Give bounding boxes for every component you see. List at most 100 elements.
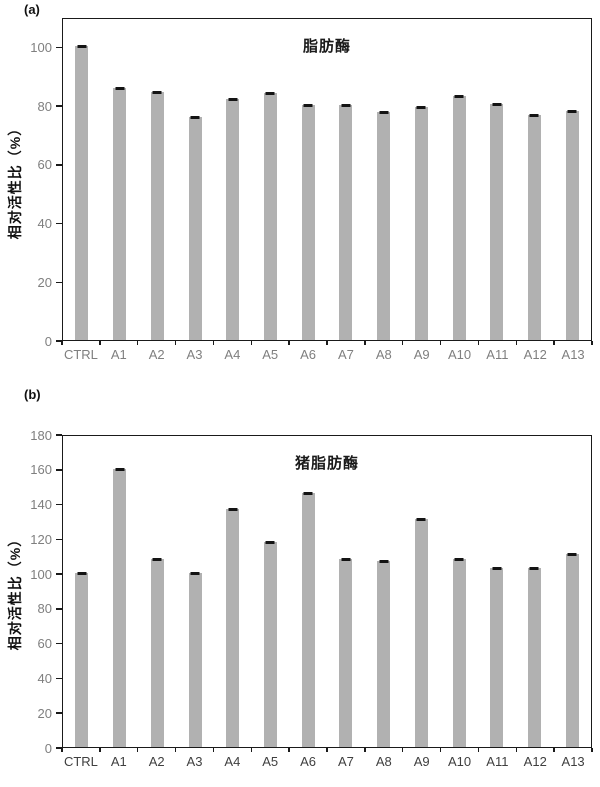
x-tick-mark bbox=[553, 748, 555, 752]
bar-A11 bbox=[490, 102, 504, 340]
error-cap bbox=[115, 467, 125, 471]
error-cap bbox=[265, 92, 275, 96]
error-cap bbox=[115, 86, 125, 90]
error-cap bbox=[152, 90, 162, 94]
bar-column-A1 bbox=[101, 19, 139, 340]
x-label-A10: A10 bbox=[447, 347, 472, 362]
y-tick-label: 0 bbox=[44, 740, 52, 756]
y-tick-mark bbox=[56, 281, 62, 284]
y-tick-label: 20 bbox=[37, 705, 52, 721]
x-tick-mark bbox=[288, 341, 290, 345]
panel-a-bars bbox=[63, 19, 591, 340]
bar-column-A7 bbox=[327, 436, 365, 747]
bar-column-A5 bbox=[252, 436, 290, 747]
bar-column-A7 bbox=[327, 19, 365, 340]
bar-column-A2 bbox=[138, 436, 176, 747]
x-label-A2: A2 bbox=[148, 347, 165, 362]
bar-column-A13 bbox=[553, 436, 591, 747]
x-label-A8: A8 bbox=[375, 754, 392, 769]
bar-column-A6 bbox=[289, 436, 327, 747]
y-tick-mark bbox=[56, 434, 62, 436]
x-label-A1: A1 bbox=[110, 754, 127, 769]
y-tick-mark bbox=[56, 46, 62, 49]
x-tick-mark bbox=[212, 748, 215, 752]
bar-column-A1 bbox=[101, 436, 139, 747]
y-tick-mark bbox=[56, 747, 62, 749]
error-cap bbox=[492, 566, 502, 570]
y-tick-label: 160 bbox=[30, 462, 52, 478]
y-tick-label: 60 bbox=[37, 636, 52, 652]
y-tick-label: 80 bbox=[37, 98, 52, 114]
error-cap bbox=[454, 95, 464, 99]
x-tick-mark bbox=[99, 748, 101, 752]
x-tick-mark bbox=[401, 341, 404, 345]
error-cap bbox=[529, 566, 539, 570]
bar-A4 bbox=[226, 98, 240, 340]
x-label-A13: A13 bbox=[561, 347, 585, 362]
x-label-A1: A1 bbox=[110, 347, 127, 362]
x-label-A8: A8 bbox=[375, 347, 392, 362]
panel-b-y-axis-title: 相对活性比（%） bbox=[7, 531, 23, 651]
error-cap bbox=[454, 558, 464, 562]
bar-A2 bbox=[150, 90, 164, 340]
error-cap bbox=[416, 518, 426, 522]
bar-A12 bbox=[527, 566, 541, 747]
bar-A5 bbox=[263, 540, 277, 747]
panel-a-x-axis-labels: CTRL A1 A2 A3 A4 A5 A6 A7 A8 A9 A10 A11 A12 A13 bbox=[62, 347, 592, 362]
error-cap bbox=[190, 115, 200, 119]
bar-column-CTRL bbox=[63, 19, 101, 340]
error-cap bbox=[265, 540, 275, 544]
bar-A7 bbox=[339, 104, 353, 340]
y-tick-label: 80 bbox=[37, 601, 52, 617]
error-cap bbox=[416, 105, 426, 109]
x-label-A7: A7 bbox=[337, 347, 354, 362]
bar-A11 bbox=[490, 566, 504, 747]
bar-column-A12 bbox=[516, 19, 554, 340]
y-tick-label: 40 bbox=[37, 670, 52, 686]
x-label-A12: A12 bbox=[523, 347, 547, 362]
x-tick-mark bbox=[136, 341, 139, 345]
y-tick-label: 20 bbox=[37, 274, 52, 290]
bar-column-A5 bbox=[252, 19, 290, 340]
y-tick-mark bbox=[56, 340, 62, 342]
x-label-A2: A2 bbox=[148, 754, 165, 769]
bar-column-A11 bbox=[478, 19, 516, 340]
bar-A6 bbox=[301, 104, 315, 340]
bar-A8 bbox=[377, 559, 391, 747]
x-tick-mark bbox=[591, 341, 593, 345]
y-tick-label: 0 bbox=[44, 333, 52, 349]
x-tick-mark bbox=[515, 748, 518, 752]
bar-A9 bbox=[414, 518, 428, 747]
y-tick-mark bbox=[56, 105, 62, 107]
x-label-A5: A5 bbox=[262, 347, 279, 362]
bar-A1 bbox=[113, 86, 127, 340]
x-label-CTRL: CTRL bbox=[63, 347, 98, 362]
y-tick-label: 140 bbox=[30, 497, 52, 513]
error-cap bbox=[77, 572, 87, 576]
x-label-A3: A3 bbox=[186, 754, 203, 769]
x-tick-mark bbox=[174, 748, 177, 752]
x-tick-mark bbox=[326, 341, 328, 345]
x-label-A4: A4 bbox=[224, 754, 241, 769]
bar-A10 bbox=[452, 558, 466, 747]
y-tick-mark bbox=[56, 222, 62, 225]
x-tick-mark bbox=[477, 748, 480, 752]
error-cap bbox=[303, 104, 313, 108]
y-tick-mark bbox=[56, 677, 62, 680]
panel-b-x-axis-labels: CTRL A1 A2 A3 A4 A5 A6 A7 A8 A9 A10 A11 A12 A13 bbox=[62, 754, 592, 769]
x-label-A9: A9 bbox=[413, 347, 430, 362]
x-tick-mark bbox=[515, 341, 518, 345]
x-tick-mark bbox=[61, 341, 63, 345]
x-label-A3: A3 bbox=[186, 347, 203, 362]
x-tick-mark bbox=[439, 748, 442, 752]
error-cap bbox=[529, 114, 539, 118]
bar-column-A10 bbox=[440, 19, 478, 340]
x-label-A7: A7 bbox=[337, 754, 354, 769]
bar-A6 bbox=[301, 492, 315, 747]
error-cap bbox=[190, 572, 200, 576]
x-label-A6: A6 bbox=[300, 754, 317, 769]
error-cap bbox=[567, 110, 577, 113]
error-cap bbox=[152, 558, 162, 562]
bar-A9 bbox=[414, 105, 428, 340]
y-tick-label: 40 bbox=[37, 216, 52, 232]
